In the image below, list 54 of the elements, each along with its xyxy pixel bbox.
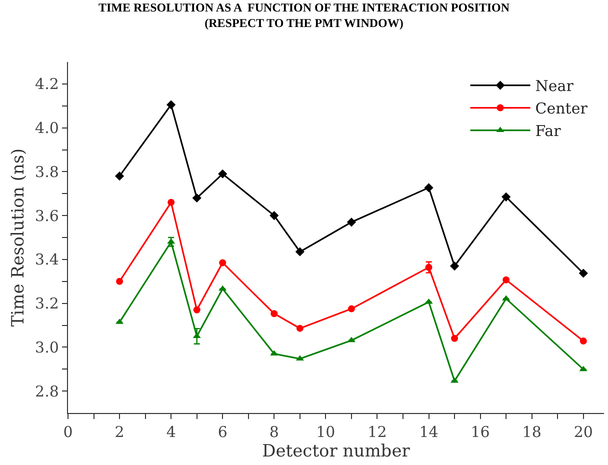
y-tick-label: 3.0 — [35, 338, 59, 356]
y-tick-label: 4.0 — [35, 119, 59, 138]
point — [219, 259, 226, 266]
y-tick-label: 3.2 — [35, 294, 59, 313]
point — [295, 247, 304, 256]
point — [450, 377, 459, 383]
y-tick-label: 2.8 — [35, 382, 59, 400]
y-tick-label: 3.4 — [35, 250, 59, 269]
point — [114, 172, 124, 181]
x-tick-label: 10 — [316, 423, 336, 442]
x-tick-label: 12 — [368, 423, 387, 442]
point — [192, 193, 202, 203]
point — [296, 324, 304, 332]
point — [168, 198, 175, 206]
legend-label: Far — [535, 122, 562, 140]
point — [578, 268, 588, 278]
point — [580, 338, 587, 345]
point — [296, 355, 304, 361]
x-axis-title: Detector number — [262, 442, 411, 462]
point — [424, 183, 434, 192]
point — [346, 218, 356, 227]
x-tick-label: 0 — [63, 423, 73, 442]
y-tick-label: 3.6 — [35, 206, 59, 225]
point — [425, 264, 432, 271]
point — [347, 336, 356, 342]
x-tick-label: 14 — [419, 423, 438, 442]
x-tick-label: 16 — [470, 423, 490, 442]
point — [218, 169, 228, 178]
point — [270, 350, 278, 356]
y-axis-title: Time Resolution (ns) — [8, 148, 29, 327]
y-tick-label: 4.2 — [35, 75, 59, 94]
legend-label: Near — [535, 77, 574, 96]
point — [218, 285, 227, 291]
x-tick-label: 8 — [269, 423, 279, 442]
point — [502, 276, 510, 284]
point — [502, 192, 511, 202]
point — [166, 100, 176, 110]
point — [348, 305, 355, 312]
x-tick-label: 4 — [166, 423, 176, 442]
chart-title: TIME RESOLUTION AS A FUNCTION OF THE INTERACTION POSITION — [98, 0, 510, 15]
x-tick-label: 18 — [522, 423, 542, 442]
point — [270, 211, 279, 220]
point — [451, 334, 458, 342]
y-tick-label: 3.8 — [35, 162, 59, 181]
chart-subtitle: (RESPECT TO THE PMT WINDOW) — [204, 16, 404, 30]
point — [116, 278, 124, 285]
legend-label: Center — [535, 100, 588, 118]
x-tick-label: 2 — [114, 423, 124, 442]
x-tick-label: 6 — [218, 423, 228, 442]
point — [450, 261, 460, 271]
x-tick-label: 20 — [574, 423, 593, 442]
point — [270, 310, 278, 318]
point — [167, 238, 176, 244]
point — [193, 306, 200, 314]
